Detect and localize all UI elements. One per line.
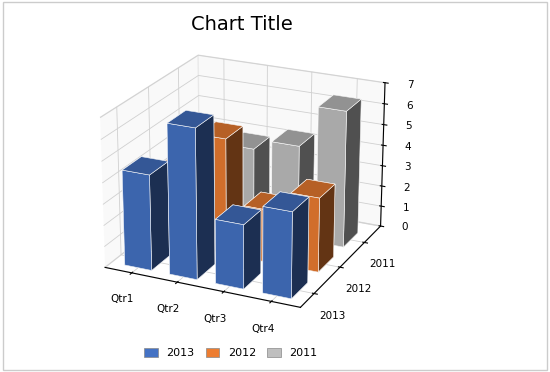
Legend: 2013, 2012, 2011: 2013, 2012, 2011: [140, 343, 322, 363]
Title: Chart Title: Chart Title: [191, 15, 293, 34]
